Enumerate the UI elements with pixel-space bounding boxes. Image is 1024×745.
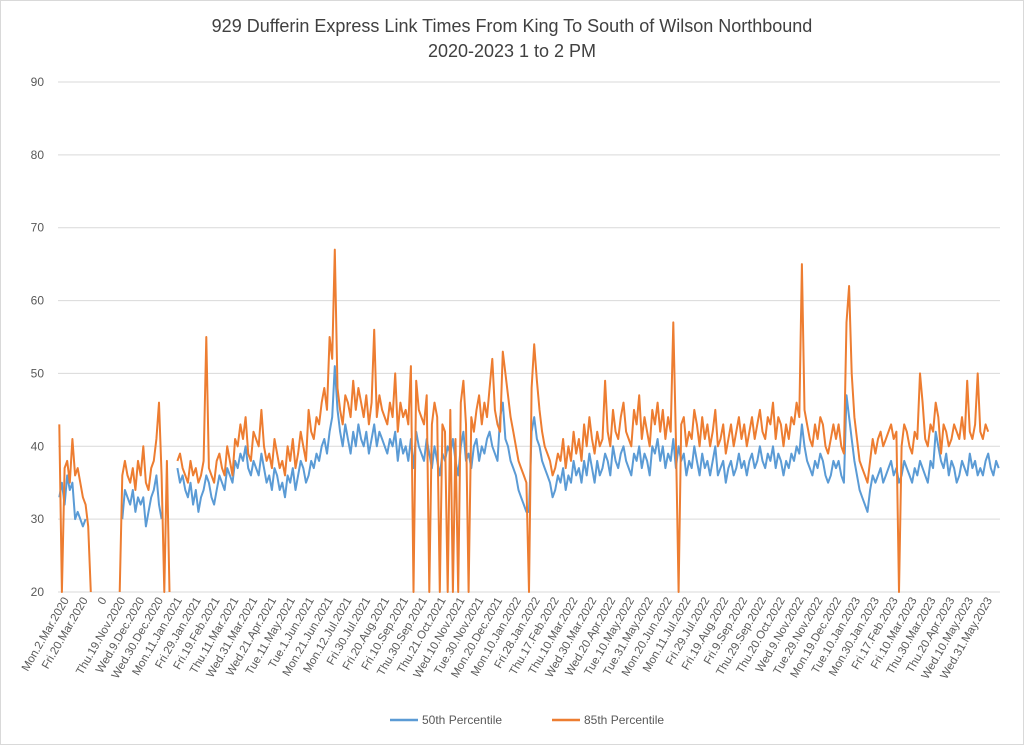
x-tick-label: 0 [96,596,110,608]
y-tick-label: 90 [31,75,45,89]
y-tick-label: 40 [31,439,45,453]
y-tick-label: 20 [31,585,45,599]
legend: 50th Percentile 85th Percentile [390,713,664,727]
gridlines [58,81,1000,593]
y-tick-label: 60 [31,294,45,308]
y-tick-label: 50 [31,366,45,380]
chart-title: 929 Dufferin Express Link Times From Kin… [211,16,813,36]
legend-label: 50th Percentile [422,713,502,727]
plot-area [58,248,1000,593]
y-axis: 20 30 40 50 60 70 80 90 [31,75,45,599]
y-tick-label: 80 [31,148,45,162]
chart-title-block: 929 Dufferin Express Link Times From Kin… [0,14,1024,64]
y-tick-label: 30 [31,512,45,526]
legend-label: 85th Percentile [584,713,664,727]
y-tick-label: 70 [31,221,45,235]
chart-subtitle: 2020-2023 1 to 2 PM [427,41,597,61]
series-line-85th [58,248,990,593]
